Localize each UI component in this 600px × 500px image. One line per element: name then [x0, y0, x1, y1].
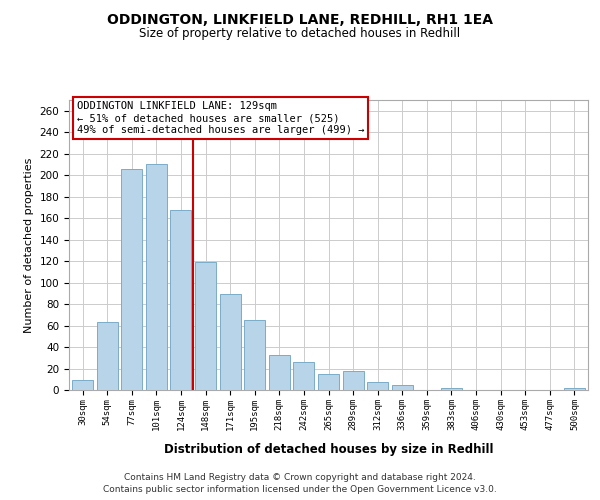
Bar	[170, 210, 191, 390]
Bar	[220, 294, 241, 390]
Bar	[269, 354, 290, 390]
Bar	[343, 370, 364, 390]
Bar	[392, 384, 413, 390]
Bar	[293, 362, 314, 390]
Text: Distribution of detached houses by size in Redhill: Distribution of detached houses by size …	[164, 442, 494, 456]
Text: ODDINGTON, LINKFIELD LANE, REDHILL, RH1 1EA: ODDINGTON, LINKFIELD LANE, REDHILL, RH1 …	[107, 12, 493, 26]
Bar	[244, 320, 265, 390]
Bar	[121, 168, 142, 390]
Text: Contains public sector information licensed under the Open Government Licence v3: Contains public sector information licen…	[103, 485, 497, 494]
Bar	[97, 322, 118, 390]
Bar	[367, 382, 388, 390]
Bar	[146, 164, 167, 390]
Bar	[72, 380, 93, 390]
Bar	[441, 388, 462, 390]
Bar	[195, 262, 216, 390]
Bar	[318, 374, 339, 390]
Y-axis label: Number of detached properties: Number of detached properties	[24, 158, 34, 332]
Text: ODDINGTON LINKFIELD LANE: 129sqm
← 51% of detached houses are smaller (525)
49% : ODDINGTON LINKFIELD LANE: 129sqm ← 51% o…	[77, 102, 364, 134]
Text: Size of property relative to detached houses in Redhill: Size of property relative to detached ho…	[139, 28, 461, 40]
Bar	[564, 388, 585, 390]
Text: Contains HM Land Registry data © Crown copyright and database right 2024.: Contains HM Land Registry data © Crown c…	[124, 472, 476, 482]
